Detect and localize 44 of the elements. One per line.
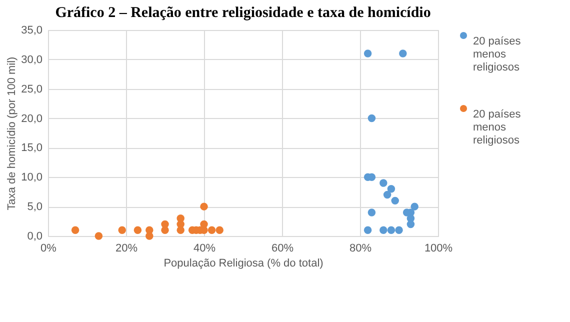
point xyxy=(383,190,392,199)
point xyxy=(208,226,216,234)
point xyxy=(200,220,208,228)
x-tick-label: 80% xyxy=(349,242,372,254)
point xyxy=(134,226,142,234)
point xyxy=(94,232,103,240)
x-tick-label: 60% xyxy=(271,242,294,254)
point xyxy=(364,226,372,234)
point xyxy=(380,179,388,187)
point xyxy=(368,208,376,216)
x-tick-label: 40% xyxy=(193,242,216,254)
legend-label: 20 países menos religiosos xyxy=(473,36,522,74)
point xyxy=(71,226,80,234)
point xyxy=(380,226,388,234)
point xyxy=(200,202,208,210)
point xyxy=(387,185,396,193)
point xyxy=(387,226,396,234)
point xyxy=(391,196,399,205)
point xyxy=(406,220,415,228)
x-tick-label: 0% xyxy=(40,242,57,254)
y-tick-label: 0,0 xyxy=(27,230,42,242)
y-axis-title: Taxa de homicídio (por 100 mil) xyxy=(6,56,18,210)
x-tick-label: 100% xyxy=(424,242,453,254)
y-tick-label: 5,0 xyxy=(27,201,42,214)
x-axis-title: População Religiosa (% do total) xyxy=(164,258,324,270)
chart-title: Gráfico 2 – Relação entre religiosidade e taxa de homicídio xyxy=(55,5,431,21)
point xyxy=(216,226,224,234)
point xyxy=(410,202,418,210)
point xyxy=(368,114,376,122)
y-tick-label: 15,0 xyxy=(21,142,42,154)
point xyxy=(176,214,184,222)
point xyxy=(146,232,154,240)
y-tick-label: 20,0 xyxy=(21,112,42,125)
x-tick-label: 20% xyxy=(115,242,138,254)
point xyxy=(364,50,372,58)
y-tick-label: 25,0 xyxy=(21,83,42,96)
point xyxy=(395,226,403,234)
point xyxy=(118,226,126,234)
point xyxy=(399,50,407,58)
y-tick-label: 35,0 xyxy=(21,24,42,36)
point xyxy=(161,220,169,228)
y-tick-label: 10,0 xyxy=(21,172,42,184)
legend-label: 20 países menos religiosos xyxy=(473,108,522,146)
y-tick-label: 30,0 xyxy=(21,54,42,66)
